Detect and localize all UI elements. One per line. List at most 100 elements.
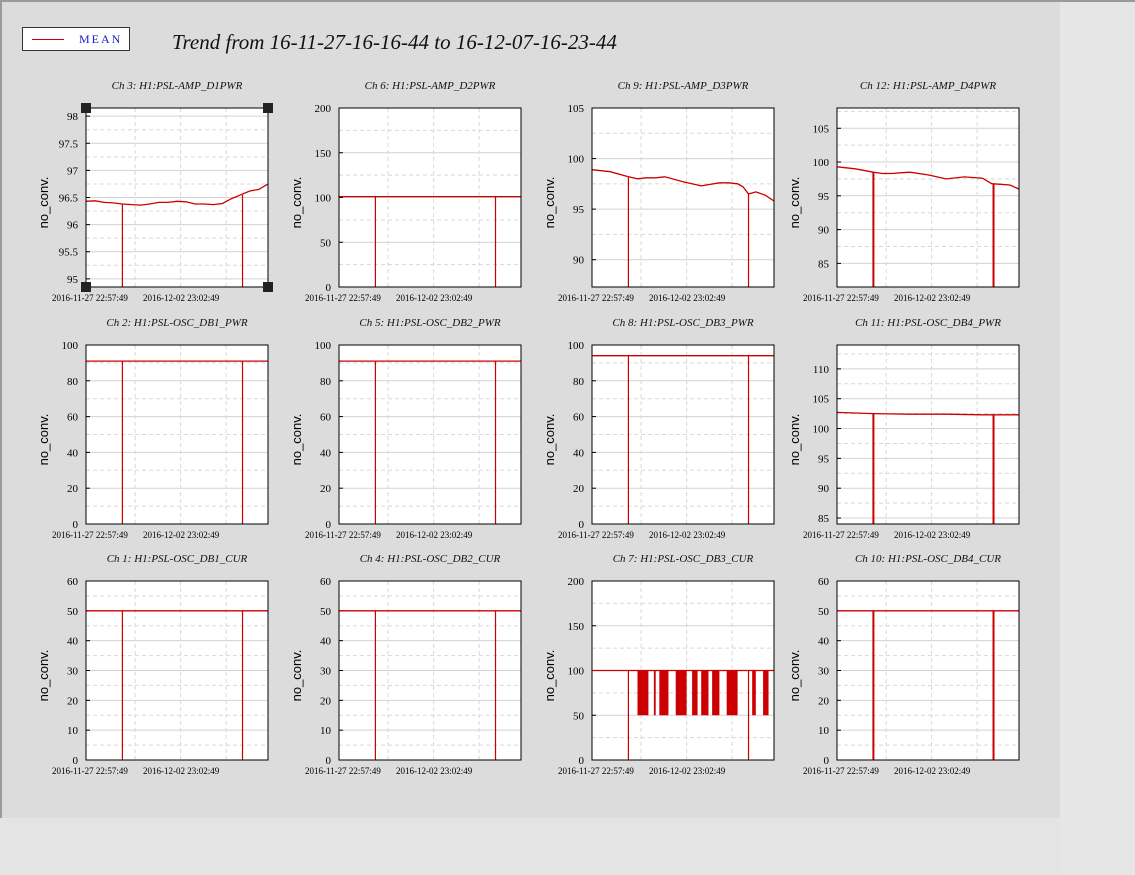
y-tick-label: 50: [573, 710, 585, 722]
burst-segment: [675, 670, 687, 716]
burst-segment: [712, 670, 720, 716]
y-axis-label: no_conv.: [787, 650, 802, 702]
y-tick-label: 10: [67, 725, 79, 737]
plot-border: [591, 580, 775, 761]
y-tick-label: 0: [326, 519, 332, 531]
chart-panel: Ch 11: H1:PSL-OSC_DB4_PWR 85 90 95 100 105 110…: [787, 317, 1020, 540]
chart-title: Ch 1: H1:PSL-OSC_DB1_CUR: [107, 553, 248, 565]
right-margin: [1060, 0, 1135, 875]
y-axis-label: no_conv.: [542, 177, 557, 229]
x-tick-label: 2016-12-02 23:02:49: [143, 530, 220, 540]
y-tick-label: 95: [573, 204, 585, 216]
chart-panel: Ch 2: H1:PSL-OSC_DB1_PWR 0 20 40 60 80 100 no_c…: [36, 317, 269, 540]
y-tick-label: 100: [315, 340, 332, 352]
y-tick-label: 60: [320, 412, 332, 424]
y-tick-label: 200: [568, 576, 585, 588]
x-tick-label: 2016-12-02 23:02:49: [396, 766, 473, 776]
plot-border: [338, 580, 522, 761]
y-tick-label: 60: [818, 576, 830, 588]
y-tick-label: 100: [568, 154, 585, 166]
y-axis-label: no_conv.: [289, 177, 304, 229]
y-tick-label: 95: [818, 453, 830, 465]
chart-title: Ch 7: H1:PSL-OSC_DB3_CUR: [613, 553, 754, 565]
y-tick-label: 90: [573, 255, 585, 267]
chart-title: Ch 12: H1:PSL-AMP_D4PWR: [860, 80, 997, 92]
chart-panel: Ch 4: H1:PSL-OSC_DB2_CUR 0 10 20 30 40 50 60 no_…: [289, 553, 522, 776]
x-tick-label: 2016-11-27 22:57:49: [52, 293, 128, 303]
chart-title: Ch 11: H1:PSL-OSC_DB4_PWR: [855, 317, 1001, 329]
burst-segment: [701, 670, 709, 716]
y-tick-label: 0: [824, 755, 830, 767]
y-axis-label: no_conv.: [36, 414, 51, 466]
burst-segment: [692, 670, 698, 716]
series-line: [591, 169, 775, 202]
y-tick-label: 80: [320, 376, 332, 388]
x-tick-label: 2016-12-02 23:02:49: [649, 293, 726, 303]
chart-title: Ch 5: H1:PSL-OSC_DB2_PWR: [359, 317, 500, 329]
y-tick-label: 50: [320, 606, 332, 618]
y-tick-label: 95: [67, 274, 79, 286]
y-axis-label: no_conv.: [36, 177, 51, 229]
plot-border: [591, 107, 775, 288]
y-tick-label: 150: [315, 148, 332, 160]
x-tick-label: 2016-11-27 22:57:49: [52, 530, 128, 540]
y-tick-label: 20: [320, 695, 332, 707]
selection-handle: [81, 282, 91, 292]
y-tick-label: 80: [573, 376, 585, 388]
chart-panel: Ch 1: H1:PSL-OSC_DB1_CUR 0 10 20 30 40 50 60 no_…: [36, 553, 269, 776]
x-tick-label: 2016-12-02 23:02:49: [894, 766, 971, 776]
x-tick-label: 2016-11-27 22:57:49: [803, 766, 879, 776]
burst-segment: [752, 670, 756, 716]
x-tick-label: 2016-11-27 22:57:49: [305, 766, 381, 776]
x-tick-label: 2016-12-02 23:02:49: [649, 766, 726, 776]
y-tick-label: 100: [813, 157, 830, 169]
plot-border: [591, 344, 775, 525]
x-tick-label: 2016-12-02 23:02:49: [143, 293, 220, 303]
y-axis-label: no_conv.: [787, 177, 802, 229]
y-tick-label: 90: [818, 483, 830, 495]
plot-border: [836, 344, 1020, 525]
y-tick-label: 110: [813, 364, 830, 376]
y-tick-label: 10: [818, 725, 830, 737]
y-tick-label: 40: [818, 636, 830, 648]
chart-title: Ch 4: H1:PSL-OSC_DB2_CUR: [360, 553, 501, 565]
y-tick-label: 40: [67, 447, 79, 459]
plot-grid: Ch 3: H1:PSL-AMP_D1PWR 95 95.5 96 96.5 97 97.5…: [36, 80, 1020, 776]
x-tick-label: 2016-11-27 22:57:49: [305, 530, 381, 540]
y-tick-label: 40: [67, 636, 79, 648]
y-tick-label: 50: [67, 606, 79, 618]
plot-border: [85, 580, 269, 761]
selection-handle: [81, 103, 91, 113]
x-tick-label: 2016-11-27 22:57:49: [558, 293, 634, 303]
y-axis-label: no_conv.: [542, 414, 557, 466]
x-tick-label: 2016-11-27 22:57:49: [558, 530, 634, 540]
chart-panel: Ch 3: H1:PSL-AMP_D1PWR 95 95.5 96 96.5 97 97.5…: [36, 80, 273, 303]
y-tick-label: 0: [73, 755, 79, 767]
y-tick-label: 90: [818, 225, 830, 237]
y-tick-label: 0: [579, 755, 585, 767]
x-tick-label: 2016-11-27 22:57:49: [803, 530, 879, 540]
plot-border: [338, 107, 522, 288]
y-tick-label: 100: [315, 193, 332, 205]
plot-border: [836, 580, 1020, 761]
y-tick-label: 97.5: [59, 138, 79, 150]
y-tick-label: 30: [818, 666, 830, 678]
x-tick-label: 2016-11-27 22:57:49: [52, 766, 128, 776]
chart-title: Ch 8: H1:PSL-OSC_DB3_PWR: [612, 317, 753, 329]
y-tick-label: 60: [320, 576, 332, 588]
burst-segment: [726, 670, 738, 716]
chart-title: Ch 2: H1:PSL-OSC_DB1_PWR: [106, 317, 247, 329]
y-tick-label: 20: [67, 483, 79, 495]
chart-title: Ch 6: H1:PSL-AMP_D2PWR: [365, 80, 496, 92]
y-tick-label: 150: [568, 621, 585, 633]
burst-segment: [637, 670, 649, 716]
plot-area: [837, 345, 1019, 524]
x-tick-label: 2016-11-27 22:57:49: [558, 766, 634, 776]
plot-border: [85, 107, 269, 288]
y-tick-label: 20: [320, 483, 332, 495]
chart-panel: Ch 7: H1:PSL-OSC_DB3_CUR 0 50 100 150 200 no_c…: [542, 553, 775, 776]
y-tick-label: 0: [326, 282, 332, 294]
y-tick-label: 0: [73, 519, 79, 531]
x-tick-label: 2016-12-02 23:02:49: [396, 293, 473, 303]
chart-panel: Ch 8: H1:PSL-OSC_DB3_PWR 0 20 40 60 80 100 no_c…: [542, 317, 775, 540]
